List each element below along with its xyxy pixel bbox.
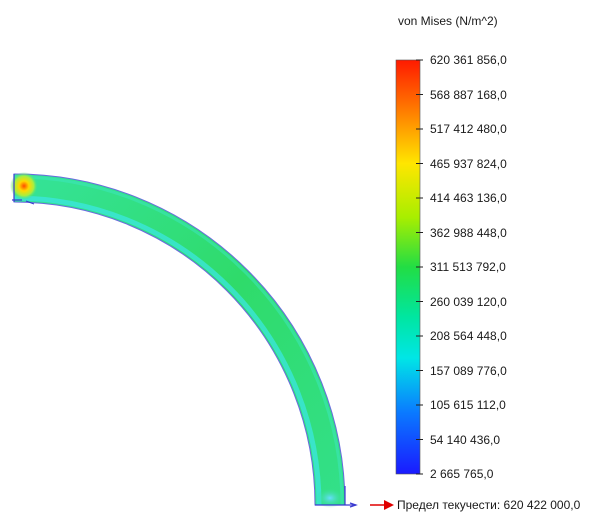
scale-tick-marks <box>416 59 423 475</box>
yield-arrow-icon <box>370 500 394 510</box>
quarter-ring-model <box>10 172 346 508</box>
scale-tick-label: 517 412 480,0 <box>430 122 507 136</box>
scale-tick-label: 414 463 136,0 <box>430 191 507 205</box>
stress-hot-spot <box>10 172 38 200</box>
yield-strength-label: Предел текучести: 620 422 000,0 <box>397 498 581 512</box>
scale-tick-label: 620 361 856,0 <box>430 53 507 67</box>
scale-tick-label: 105 615 112,0 <box>430 398 506 412</box>
scale-tick-label: 362 988 448,0 <box>430 225 507 240</box>
scale-tick-label: 2 665 765,0 <box>430 467 494 481</box>
scale-tick-label: 311 513 792,0 <box>430 260 506 274</box>
scale-tick-label: 260 039 120,0 <box>430 294 507 309</box>
scale-tick-label: 465 937 824,0 <box>430 156 507 171</box>
scale-tick-label: 568 887 168,0 <box>430 87 507 102</box>
scale-tick-label: 157 089 776,0 <box>430 363 507 378</box>
fixture-markers <box>12 174 358 508</box>
scale-tick-label: 54 140 436,0 <box>430 432 501 447</box>
scale-tick-label: 208 564 448,0 <box>430 329 507 343</box>
legend-title: von Mises (N/m^2) <box>398 14 498 28</box>
